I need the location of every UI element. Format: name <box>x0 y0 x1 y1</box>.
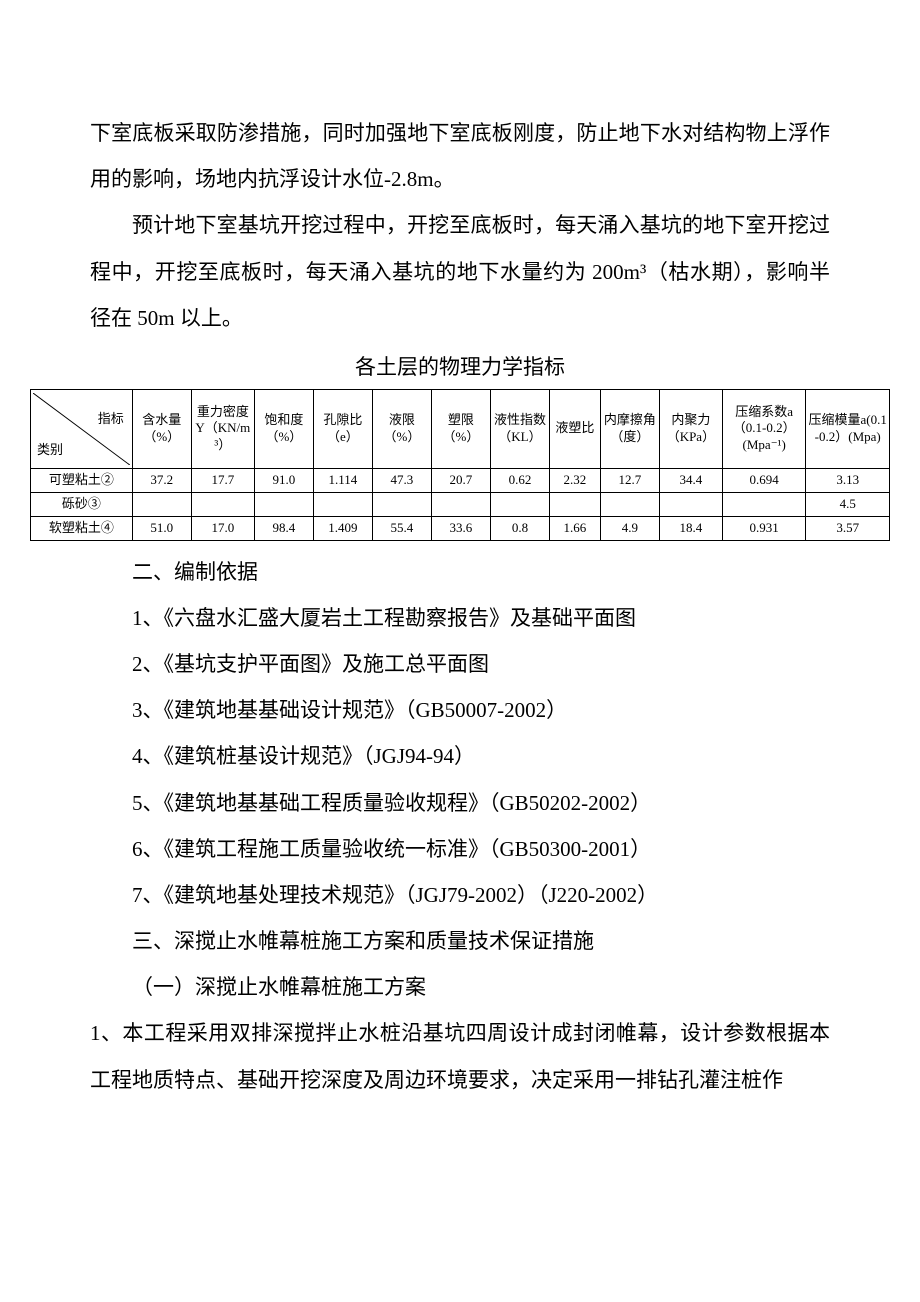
list-item: 7、《建筑地基处理技术规范》（JGJ79-2002）（J220-2002） <box>90 872 830 918</box>
document-page: 下室底板采取防渗措施，同时加强地下室底板刚度，防止地下水对结构物上浮作用的影响，… <box>0 0 920 1163</box>
table-cell <box>722 492 805 516</box>
table-cell: 0.8 <box>490 516 549 540</box>
soil-properties-table: 指标 类别 含水量（%）重力密度Y（KN/m³）饱和度（%）孔隙比（e）液限（%… <box>30 389 890 541</box>
table-cell: 20.7 <box>431 468 490 492</box>
table-row: 软塑粘土④51.017.098.41.40955.433.60.81.664.9… <box>31 516 890 540</box>
table-body: 可塑粘土②37.217.791.01.11447.320.70.622.3212… <box>31 468 890 540</box>
section-2-title: 二、编制依据 <box>90 549 830 595</box>
table-col-header: 内聚力（KPa） <box>659 389 722 468</box>
table-cell: 1.66 <box>549 516 600 540</box>
table-cell: 0.694 <box>722 468 805 492</box>
table-col-header: 塑限（%） <box>431 389 490 468</box>
table-cell: 0.62 <box>490 468 549 492</box>
table-col-header: 孔隙比（e） <box>313 389 372 468</box>
table-cell <box>431 492 490 516</box>
table-cell <box>254 492 313 516</box>
table-cell: 91.0 <box>254 468 313 492</box>
table-row: 砾砂③ 4.5 <box>31 492 890 516</box>
table-cell: 17.7 <box>191 468 254 492</box>
table-cell: 0.931 <box>722 516 805 540</box>
table-title: 各土层的物理力学指标 <box>30 351 890 381</box>
table-col-header: 压缩系数a（0.1-0.2）(Mpa⁻¹) <box>722 389 805 468</box>
table-cell: 18.4 <box>659 516 722 540</box>
list-item: 2、《基坑支护平面图》及施工总平面图 <box>90 641 830 687</box>
row-category: 可塑粘土② <box>31 468 133 492</box>
table-cell <box>659 492 722 516</box>
table-diagonal-header: 指标 类别 <box>31 389 133 468</box>
list-item: 5、《建筑地基基础工程质量验收规程》（GB50202-2002） <box>90 780 830 826</box>
list-item: 6、《建筑工程施工质量验收统一标准》（GB50300-2001） <box>90 826 830 872</box>
table-cell: 47.3 <box>372 468 431 492</box>
table-cell: 33.6 <box>431 516 490 540</box>
table-cell <box>313 492 372 516</box>
table-cell: 1.409 <box>313 516 372 540</box>
table-col-header: 压缩模量a(0.1-0.2）(Mpa) <box>806 389 890 468</box>
table-cell: 1.114 <box>313 468 372 492</box>
table-cell: 4.9 <box>600 516 659 540</box>
table-cell <box>490 492 549 516</box>
table-col-header: 液塑比 <box>549 389 600 468</box>
table-cell: 4.5 <box>806 492 890 516</box>
table-cell: 34.4 <box>659 468 722 492</box>
paragraph-1: 下室底板采取防渗措施，同时加强地下室底板刚度，防止地下水对结构物上浮作用的影响，… <box>90 110 830 202</box>
table-cell: 37.2 <box>132 468 191 492</box>
diag-label-bottom: 类别 <box>37 442 63 459</box>
diag-label-top: 指标 <box>98 411 124 428</box>
table-cell: 2.32 <box>549 468 600 492</box>
row-category: 砾砂③ <box>31 492 133 516</box>
list-item: 4、《建筑桩基设计规范》（JGJ94-94） <box>90 733 830 779</box>
table-row: 可塑粘土②37.217.791.01.11447.320.70.622.3212… <box>31 468 890 492</box>
table-cell: 12.7 <box>600 468 659 492</box>
table-col-header: 含水量（%） <box>132 389 191 468</box>
section-3-p1: 1、本工程采用双排深搅拌止水桩沿基坑四周设计成封闭帷幕，设计参数根据本工程地质特… <box>90 1010 830 1102</box>
table-cell <box>372 492 431 516</box>
table-col-header: 液限（%） <box>372 389 431 468</box>
table-cell <box>191 492 254 516</box>
list-item: 3、《建筑地基基础设计规范》（GB50007-2002） <box>90 687 830 733</box>
table-col-header: 重力密度Y（KN/m³） <box>191 389 254 468</box>
paragraph-2: 预计地下室基坑开挖过程中，开挖至底板时，每天涌入基坑的地下室开挖过程中，开挖至底… <box>90 202 830 341</box>
table-col-header: 液性指数（KL） <box>490 389 549 468</box>
section-2-list: 1、《六盘水汇盛大厦岩土工程勘察报告》及基础平面图2、《基坑支护平面图》及施工总… <box>30 595 890 918</box>
table-cell: 51.0 <box>132 516 191 540</box>
table-cell <box>132 492 191 516</box>
section-3-title: 三、深搅止水帷幕桩施工方案和质量技术保证措施 <box>90 918 830 964</box>
row-category: 软塑粘土④ <box>31 516 133 540</box>
section-3-sub: （一）深搅止水帷幕桩施工方案 <box>90 964 830 1010</box>
table-cell: 55.4 <box>372 516 431 540</box>
table-cell <box>549 492 600 516</box>
table-col-header: 内摩擦角（度） <box>600 389 659 468</box>
table-header-row: 指标 类别 含水量（%）重力密度Y（KN/m³）饱和度（%）孔隙比（e）液限（%… <box>31 389 890 468</box>
table-cell: 17.0 <box>191 516 254 540</box>
table-cell: 98.4 <box>254 516 313 540</box>
list-item: 1、《六盘水汇盛大厦岩土工程勘察报告》及基础平面图 <box>90 595 830 641</box>
table-cell: 3.13 <box>806 468 890 492</box>
table-col-header: 饱和度（%） <box>254 389 313 468</box>
table-cell: 3.57 <box>806 516 890 540</box>
table-cell <box>600 492 659 516</box>
